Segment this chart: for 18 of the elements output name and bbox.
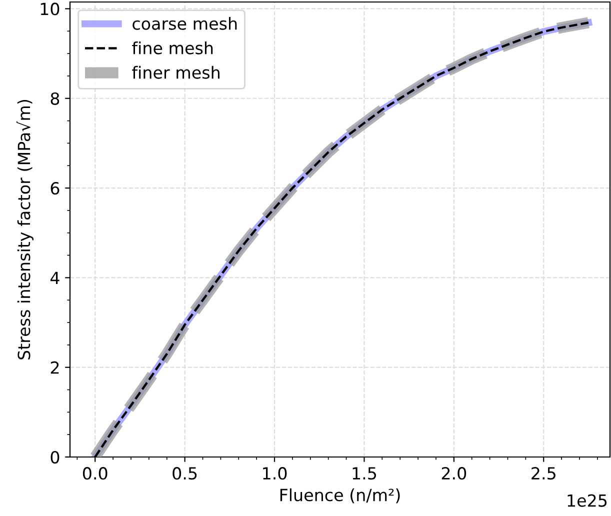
x-tick-label: 0.5 <box>172 467 197 480</box>
x-tick-label: 1.5 <box>352 467 376 480</box>
y-axis-title: Stress intensity factor (MPa√m) <box>16 100 34 360</box>
legend-label: fine mesh <box>132 41 213 54</box>
text: 1e25 <box>568 494 607 507</box>
y-tick-label: 2 <box>50 361 59 374</box>
x-tick-label: 2.5 <box>532 467 556 480</box>
x-tick-label: 0.0 <box>82 467 108 480</box>
legend-label: finer mesh <box>132 66 220 79</box>
y-tick-label: 0 <box>50 450 60 464</box>
x-axis-title: Fluence (n/m²) <box>280 488 400 504</box>
x-tick-label: 1.0 <box>263 467 287 480</box>
y-tick-label: 8 <box>50 92 60 105</box>
x-tick-label: 2.0 <box>442 467 466 480</box>
y-tick-label: 4 <box>50 272 60 284</box>
legend-label: coarse mesh <box>132 17 237 30</box>
y-tick-label: 10 <box>40 2 60 16</box>
y-tick-label: 6 <box>50 182 60 195</box>
